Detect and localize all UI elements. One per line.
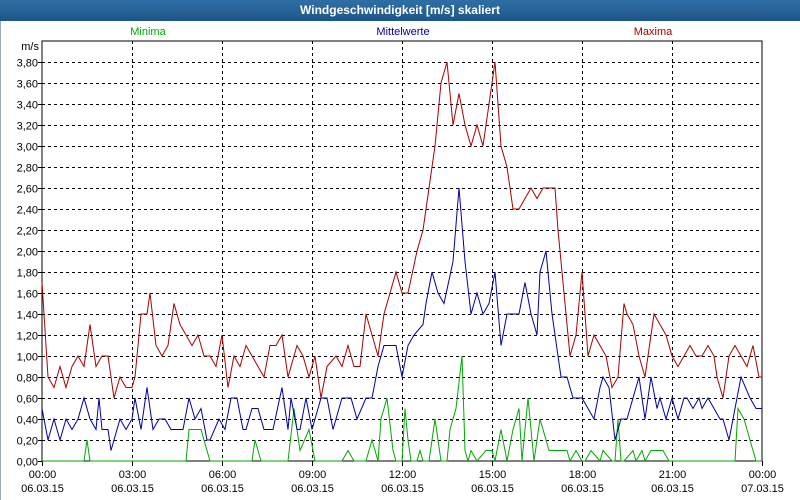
- x-tick-date: 06.03.15: [381, 483, 424, 495]
- y-tick-label: 3,00: [17, 142, 38, 154]
- x-tick-date: 06.03.15: [291, 483, 334, 495]
- y-tick-label: 2,40: [17, 205, 38, 217]
- y-tick-label: 2,60: [17, 184, 38, 196]
- x-tick-time: 18:00: [569, 469, 597, 481]
- y-tick-label: 3,60: [17, 79, 38, 91]
- x-tick-date: 06.03.15: [471, 483, 514, 495]
- x-tick-date: 06.03.15: [201, 483, 244, 495]
- y-tick-label: 0,60: [17, 394, 38, 406]
- y-tick-label: 1,00: [17, 352, 38, 364]
- y-tick-label: 3,20: [17, 121, 38, 133]
- y-tick-label: 0,40: [17, 415, 38, 427]
- series-line-maxima: [41, 61, 762, 399]
- y-tick-label: 1,60: [17, 289, 38, 301]
- y-tick-label: 1,80: [17, 268, 38, 280]
- x-tick-time: 21:00: [659, 469, 687, 481]
- series-line-mittelwerte: [41, 187, 762, 451]
- y-axis-label: m/s: [21, 41, 39, 53]
- x-tick-time: 15:00: [479, 469, 507, 481]
- y-tick-label: 1,40: [17, 310, 38, 322]
- legend-maxima: Maxima: [634, 26, 673, 38]
- line-chart: 0,00 0,20 0,40 0,60 0,80 1,00 1,20 1,40 1,60 1,80…: [17, 26, 784, 495]
- x-tick-date: 06.03.15: [111, 483, 154, 495]
- x-tick-date: 06.03.15: [651, 483, 694, 495]
- y-tick-label: 0,00: [17, 457, 38, 469]
- x-tick-time: 12:00: [389, 469, 417, 481]
- y-tick-label: 3,80: [17, 58, 38, 70]
- x-tick-time: 06:00: [209, 469, 237, 481]
- legend-mittelwerte: Mittelwerte: [376, 26, 429, 38]
- series-line-minima: [42, 355, 762, 463]
- x-tick-date: 07.03.15: [741, 483, 784, 495]
- legend-minima: Minima: [130, 26, 166, 38]
- x-tick-time: 03:00: [119, 469, 147, 481]
- y-tick-label: 1,20: [17, 331, 38, 343]
- x-tick-date: 06.03.15: [561, 483, 604, 495]
- x-tick-time: 00:00: [29, 469, 57, 481]
- y-tick-label: 0,80: [17, 373, 38, 385]
- chart-title: Windgeschwindigkeit [m/s] skaliert: [0, 0, 800, 21]
- y-tick-label: 2,00: [17, 247, 38, 259]
- x-tick-date: 06.03.15: [21, 483, 64, 495]
- chart-area: 0,00 0,20 0,40 0,60 0,80 1,00 1,20 1,40 1,60 1,80…: [0, 21, 800, 500]
- x-tick-time: 00:00: [749, 469, 777, 481]
- y-tick-label: 2,20: [17, 226, 38, 238]
- y-tick-label: 0,20: [17, 436, 38, 448]
- y-tick-label: 2,80: [17, 163, 38, 175]
- y-tick-label: 3,40: [17, 100, 38, 112]
- x-tick-time: 09:00: [299, 469, 327, 481]
